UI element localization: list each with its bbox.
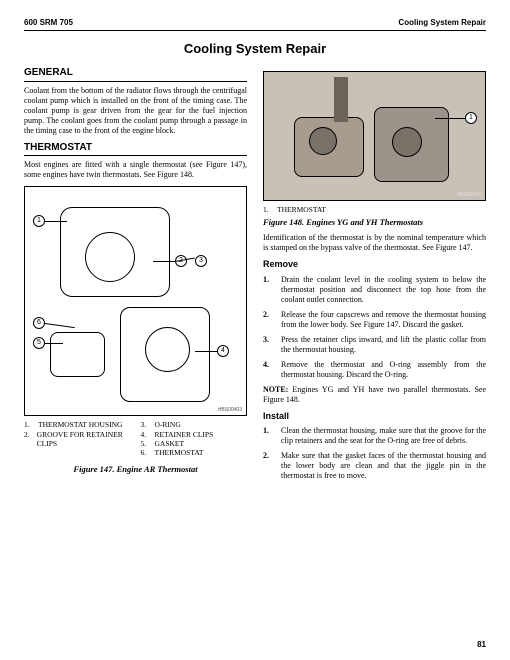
step-text: Release the four capscrews and remove th…: [281, 310, 486, 330]
header-rule: [24, 30, 486, 31]
figure-147-frame: 1 2 3 4 5 6 HBS00403: [24, 186, 247, 416]
step-num: 3.: [263, 335, 275, 355]
figure-148-frame: 1 HBS00404: [263, 71, 486, 201]
general-body: Coolant from the bottom of the radiator …: [24, 86, 247, 136]
header-left: 600 SRM 705: [24, 18, 73, 28]
legend-num: 5.: [141, 439, 151, 448]
header-right: Cooling System Repair: [398, 18, 486, 28]
step-text: Clean the thermostat housing, make sure …: [281, 426, 486, 446]
fig147-caption: Figure 147. Engine AR Thermostat: [24, 464, 247, 475]
fig148-legend-text: THERMOSTAT: [277, 205, 326, 214]
fig148-caption: Figure 148. Engines YG and YH Thermostat…: [263, 217, 486, 228]
fig147-callout-3: 3: [195, 255, 207, 267]
legend-num: 6.: [141, 448, 151, 457]
legend-text: O-RING: [155, 420, 181, 429]
install-head: Install: [263, 411, 486, 422]
step-text: Press the retainer clips inward, and lif…: [281, 335, 486, 355]
legend-text: GASKET: [155, 439, 185, 448]
legend-num: 2.: [24, 430, 33, 449]
fig147-code: HBS00403: [218, 407, 242, 413]
step-num: 4.: [263, 360, 275, 380]
legend-num: 4.: [141, 430, 151, 439]
page-number: 81: [477, 640, 486, 650]
remove-head: Remove: [263, 259, 486, 270]
step-num: 1.: [263, 426, 275, 446]
fig147-callout-2: 2: [175, 255, 187, 267]
legend-text: THERMOSTAT HOUSING: [38, 420, 122, 429]
install-steps: 1. Clean the thermostat housing, make sur…: [263, 426, 486, 481]
step-num: 1.: [263, 275, 275, 305]
step-num: 2.: [263, 310, 275, 330]
note: NOTE: Engines YG and YH have two paralle…: [263, 385, 486, 405]
fig147-callout-4: 4: [217, 345, 229, 357]
content-columns: GENERAL Coolant from the bottom of the r…: [24, 67, 486, 486]
legend-text: GROOVE FOR RETAINER CLIPS: [37, 430, 131, 449]
note-body: Engines YG and YH have two parallel ther…: [263, 385, 486, 404]
identification-body: Identification of the thermostat is by t…: [263, 233, 486, 253]
fig147-callout-1: 1: [33, 215, 45, 227]
fig147-callout-6: 6: [33, 317, 45, 329]
step-text: Drain the coolant level in the cooling s…: [281, 275, 486, 305]
thermostat-body: Most engines are fitted with a single th…: [24, 160, 247, 180]
remove-steps: 1.Drain the coolant level in the cooling…: [263, 275, 486, 380]
note-label: NOTE:: [263, 385, 288, 394]
step-text: Remove the thermostat and O-ring assembl…: [281, 360, 486, 380]
legend-text: RETAINER CLIPS: [155, 430, 214, 439]
fig147-legend: 1. THERMOSTAT HOUSING 2.GROOVE FOR RETAIN…: [24, 420, 247, 458]
legend-num: 1.: [24, 420, 34, 429]
section-thermostat-head: THERMOSTAT: [24, 142, 247, 157]
right-column: 1 HBS00404 1. THERMOSTAT Figure 148. Eng…: [263, 67, 486, 486]
fig148-code: HBS00404: [457, 192, 481, 198]
step-text: Make sure that the gasket faces of the t…: [281, 451, 486, 481]
left-column: GENERAL Coolant from the bottom of the r…: [24, 67, 247, 486]
step-num: 2.: [263, 451, 275, 481]
page-title: Cooling System Repair: [24, 41, 486, 57]
fig148-legend-num: 1.: [263, 205, 273, 214]
section-general-head: GENERAL: [24, 67, 247, 82]
legend-text: THERMOSTAT: [155, 448, 204, 457]
fig147-callout-5: 5: [33, 337, 45, 349]
legend-num: 3.: [141, 420, 151, 429]
